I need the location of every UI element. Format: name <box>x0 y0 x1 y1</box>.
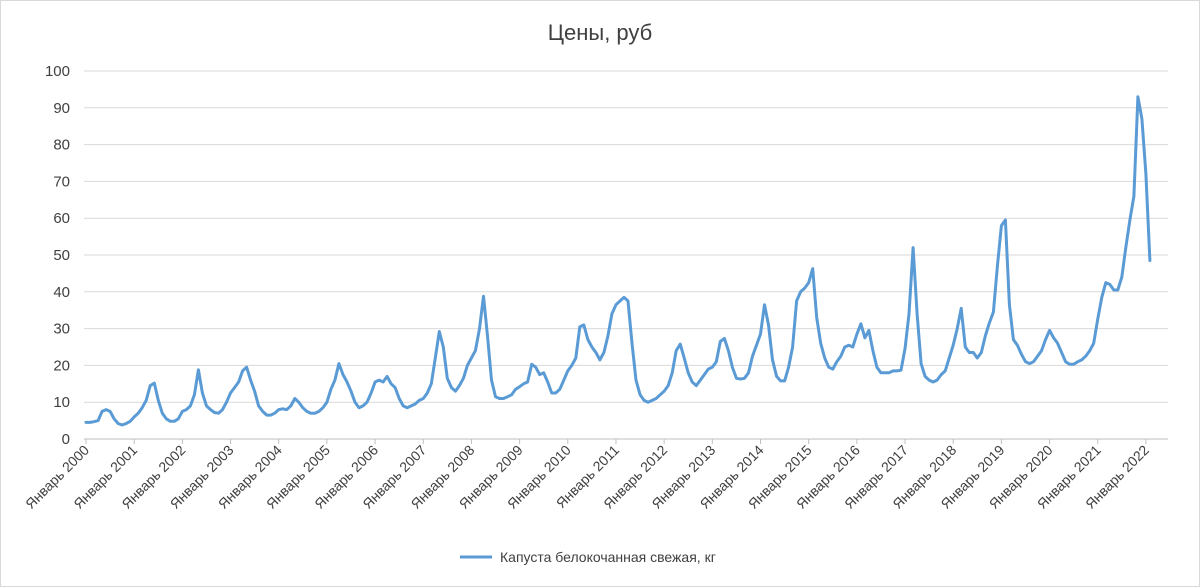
series-group <box>84 95 1152 427</box>
chart-title: Цены, руб <box>548 20 653 45</box>
y-tick-label: 70 <box>53 173 70 190</box>
y-tick-label: 90 <box>53 100 70 117</box>
legend: Капуста белокочанная свежая, кг <box>460 549 716 565</box>
series-line <box>84 95 1152 427</box>
y-tick-label: 60 <box>53 210 70 227</box>
y-tick-label: 30 <box>53 321 70 338</box>
y-tick-label: 20 <box>53 357 70 374</box>
legend-label: Капуста белокочанная свежая, кг <box>500 549 716 565</box>
y-tick-label: 100 <box>45 63 70 80</box>
y-tick-label: 0 <box>62 431 70 448</box>
y-axis-ticks: 0 10 20 30 40 50 60 70 80 90 100 <box>45 63 70 448</box>
y-tick-label: 80 <box>53 137 70 154</box>
y-tick-label: 40 <box>53 284 70 301</box>
gridlines <box>84 70 1168 403</box>
y-tick-label: 10 <box>53 394 70 411</box>
y-tick-label: 50 <box>53 247 70 264</box>
